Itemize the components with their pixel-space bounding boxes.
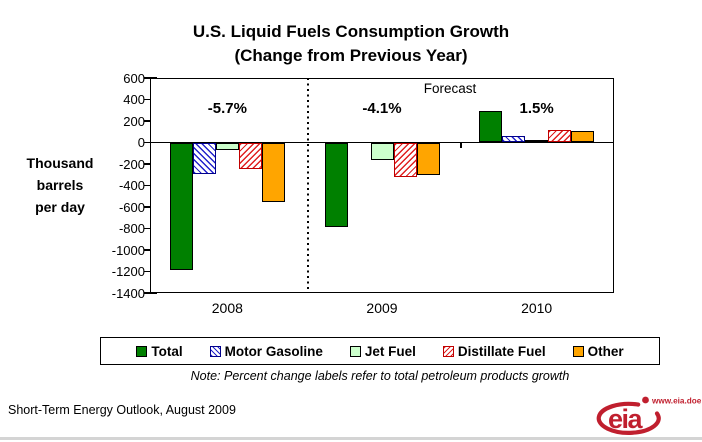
category-boundary-tick [460,143,462,148]
legend-label: Motor Gasoline [224,343,323,359]
bar-distillate-fuel-2009 [393,142,417,177]
bar-motor-gasoline-2010 [502,136,526,143]
legend-swatch-icon [349,345,361,357]
bar-distillate-fuel-2008 [238,142,262,170]
forecast-label: Forecast [423,81,477,96]
note-text: Note: Percent change labels refer to tot… [190,369,570,383]
forecast-divider-dotted-line [307,78,309,293]
source-text: Short-Term Energy Outlook, August 2009 [8,403,236,417]
legend-item-total: Total [136,343,183,359]
bar-jet-fuel-2010 [525,140,549,143]
y-axis-title-line: barrels [36,177,84,193]
bar-total-2008 [169,142,193,271]
bar-other-2009 [416,142,440,175]
legend-item-motor-gasoline: Motor Gasoline [209,343,323,359]
y-tick-label: 200 [123,113,145,129]
legend-item-other: Other [572,343,624,359]
percent-change-label-2008: -5.7% [207,100,247,117]
y-tick-label: -1200 [111,264,145,279]
legend-item-distillate-fuel: Distillate Fuel [442,343,546,359]
y-axis-title: Thousand barrels per day [10,152,110,218]
y-tick-label: -1400 [111,285,145,301]
chart-title-line1: U.S. Liquid Fuels Consumption Growth [192,22,510,41]
percent-change-label-2010: 1.5% [519,100,554,117]
chart-title-line2: (Change from Previous Year) [234,46,468,65]
y-tick-label: -600 [118,199,145,215]
legend-label: Total [151,343,183,359]
bar-jet-fuel-2008 [215,142,239,151]
x-axis-label-2009: 2009 [366,300,398,316]
eia-logo-wordmark: eia [608,404,644,434]
y-tick-label: -1000 [111,242,145,258]
percent-change-label-2009: -4.1% [362,100,402,117]
y-tick-label: 400 [123,92,145,107]
eia-logo-dot [642,396,649,404]
legend-swatch-icon [209,345,221,357]
legend-swatch-icon [572,345,584,357]
y-tick-label: 600 [123,70,145,86]
plot-area [150,78,614,293]
bar-total-2010 [479,111,503,143]
bar-other-2008 [261,142,285,202]
eia-logo-swoosh [596,401,661,435]
y-axis-title-line: per day [35,199,85,215]
legend-swatch-icon [442,345,454,357]
eia-logo-url: www.eia.doe.gov [651,397,701,406]
y-tick-label: -200 [118,156,145,172]
bar-motor-gasoline-2008 [192,142,216,174]
y-axis-title-line: Thousand [26,155,94,171]
bar-jet-fuel-2009 [370,142,394,160]
legend: Total Motor Gasoline Jet Fuel Distillate Fu… [100,337,660,365]
y-tick-mark [144,77,157,79]
zero-axis-line [150,141,614,144]
bar-total-2009 [324,142,348,228]
legend-item-jet-fuel: Jet Fuel [349,343,416,359]
window-bottom-edge [0,437,702,440]
legend-swatch-icon [136,345,148,357]
y-tick-label: -400 [118,178,145,193]
x-axis-label-2010: 2010 [521,300,553,316]
bar-other-2010 [571,130,595,143]
legend-label: Jet Fuel [364,343,416,359]
x-axis-label-2008: 2008 [211,300,243,316]
legend-label: Other [587,343,624,359]
legend-label: Distillate Fuel [457,343,546,359]
y-tick-label: -800 [118,221,145,236]
y-tick-label: 0 [137,135,145,150]
bar-distillate-fuel-2010 [548,129,572,143]
eia-logo: eia www.eia.doe.gov [593,391,702,437]
